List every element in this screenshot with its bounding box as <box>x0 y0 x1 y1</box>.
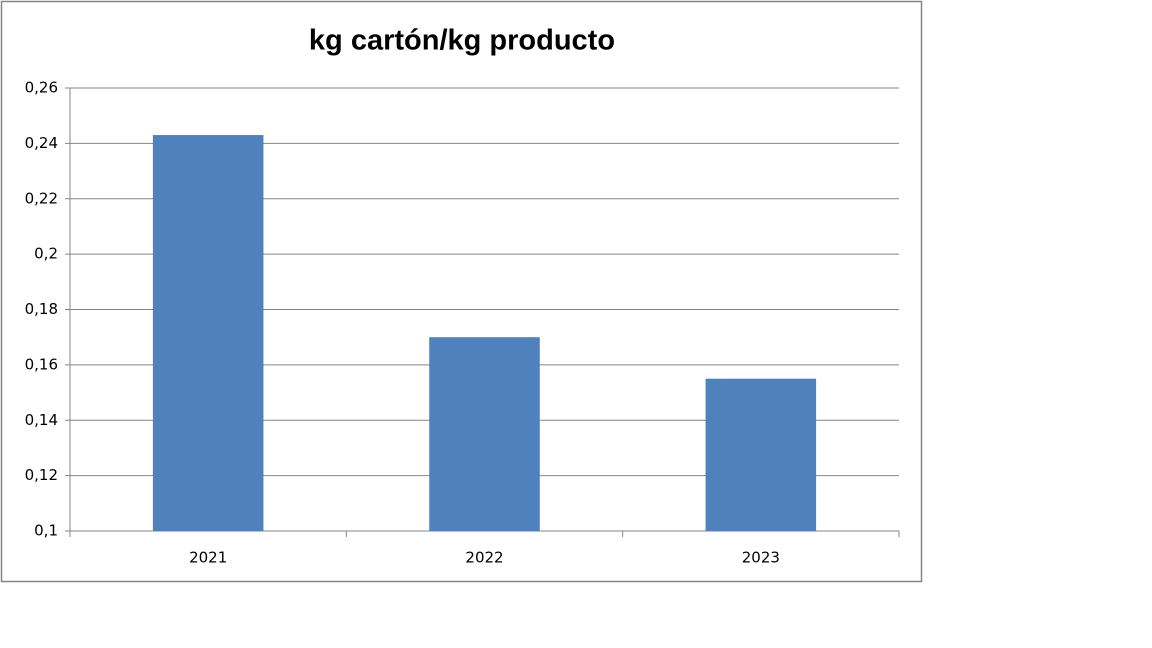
y-tick-label: 0,1 <box>34 522 58 540</box>
bar <box>152 135 264 531</box>
y-tick-label: 0,14 <box>25 411 58 429</box>
y-tick-label: 0,18 <box>25 300 58 318</box>
y-tick-label: 0,24 <box>25 134 58 152</box>
y-tick-label: 0,26 <box>25 79 58 97</box>
y-tick-label: 0,16 <box>25 355 58 373</box>
bar <box>429 337 540 531</box>
bar <box>705 378 817 531</box>
y-tick-label: 0,2 <box>34 245 58 263</box>
chart-title: kg cartón/kg producto <box>309 25 615 57</box>
x-tick-label: 2023 <box>742 549 780 567</box>
y-tick-label: 0,22 <box>25 189 58 207</box>
y-tick-label: 0,12 <box>25 466 58 484</box>
x-tick-label: 2021 <box>189 549 227 567</box>
x-tick-label: 2022 <box>465 549 503 567</box>
